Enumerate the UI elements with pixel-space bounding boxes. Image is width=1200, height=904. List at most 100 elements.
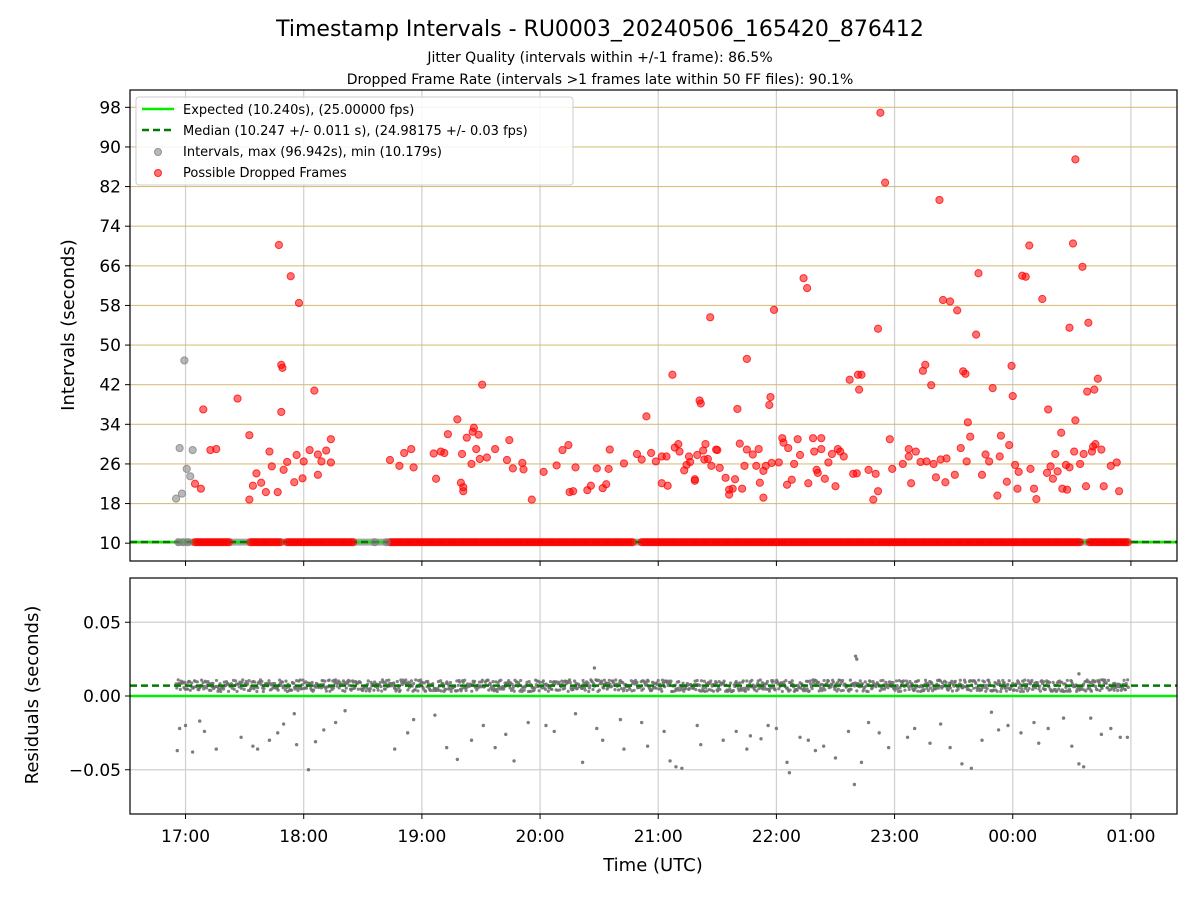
- residual-point: [411, 717, 416, 722]
- residual-point: [798, 735, 802, 739]
- residual-point: [398, 688, 402, 692]
- dropped-frame-point: [721, 473, 730, 482]
- residual-point: [495, 689, 499, 694]
- residual-point: [368, 689, 372, 693]
- residual-point: [347, 683, 351, 687]
- residual-point: [190, 681, 194, 685]
- residual-point: [424, 689, 428, 693]
- dropped-frame-point: [1070, 447, 1079, 456]
- dropped-frame-point: [988, 384, 997, 393]
- residual-point: [284, 679, 288, 683]
- dropped-frame-point: [808, 434, 818, 443]
- residual-point: [780, 689, 784, 693]
- residual-point: [1098, 688, 1102, 693]
- residual-point: [1012, 688, 1016, 692]
- residual-point: [204, 686, 209, 690]
- residual-point: [750, 678, 754, 682]
- residual-point: [969, 689, 973, 693]
- residual-point: [1084, 689, 1088, 693]
- residual-point: [573, 712, 578, 716]
- residual-point: [322, 728, 326, 732]
- dropped-frame-point: [703, 454, 712, 464]
- residual-point: [866, 689, 870, 694]
- dropped-frame-point: [929, 459, 938, 469]
- residual-point: [185, 687, 190, 691]
- x-axis-label: Time (UTC): [602, 855, 703, 876]
- residual-point: [985, 686, 989, 691]
- residual-point: [1081, 765, 1086, 769]
- interval-point: [370, 538, 379, 547]
- residual-point: [182, 680, 187, 684]
- residual-point: [195, 680, 199, 684]
- residual-point: [246, 681, 250, 685]
- residual-point: [901, 679, 906, 683]
- bottom-y-tick-label: −0.05: [69, 761, 121, 781]
- chart-subtitle-dropped: Dropped Frame Rate (intervals >1 frames …: [347, 72, 854, 88]
- residual-point: [980, 738, 984, 742]
- residual-point: [214, 678, 219, 683]
- residual-point: [1023, 678, 1027, 682]
- dropped-frame-point: [985, 457, 994, 466]
- residual-point: [337, 686, 341, 690]
- x-tick-label: 01:00: [1106, 827, 1155, 847]
- residual-point: [743, 689, 748, 693]
- residual-point: [209, 688, 213, 693]
- residual-point: [581, 678, 585, 683]
- residual-point: [980, 686, 984, 690]
- bottom-y-tick-label: 0.00: [83, 687, 121, 707]
- residual-point: [298, 678, 302, 682]
- dropped-frame-point: [873, 324, 883, 333]
- residual-point: [499, 678, 503, 682]
- residual-point: [848, 678, 852, 682]
- residual-point: [808, 679, 812, 683]
- residual-point: [823, 688, 827, 692]
- dropped-frame-point: [950, 470, 959, 479]
- residual-point: [480, 678, 484, 682]
- residual-point: [1004, 686, 1008, 690]
- residual-point: [602, 678, 606, 682]
- residual-point: [846, 729, 851, 734]
- dropped-frame-point: [663, 481, 672, 490]
- residual-point: [261, 689, 265, 694]
- residual-point: [699, 679, 704, 683]
- residual-point: [387, 678, 391, 682]
- residual-point: [448, 680, 453, 685]
- dropped-frame-point: [431, 474, 441, 483]
- residual-point: [784, 679, 788, 683]
- residual-point: [372, 688, 376, 692]
- residual-point: [628, 687, 632, 691]
- dropped-frame-point: [519, 465, 528, 474]
- dropped-frame-point: [921, 360, 930, 369]
- residual-point: [1019, 731, 1023, 735]
- dropped-frame-point: [931, 473, 941, 482]
- dropped-frame-point: [279, 465, 288, 474]
- residual-point: [429, 688, 433, 693]
- residual-point: [618, 717, 623, 722]
- residual-point: [247, 678, 251, 683]
- residual-point: [444, 745, 449, 750]
- interval-point: [171, 494, 181, 503]
- dropped-frame-point: [795, 450, 805, 460]
- residual-point: [267, 679, 271, 683]
- dropped-frame-point: [787, 475, 796, 484]
- residual-point: [1093, 680, 1097, 684]
- dropped-frame-point: [927, 381, 936, 390]
- residual-point: [840, 678, 845, 683]
- residual-point: [449, 689, 453, 693]
- residual-point: [822, 678, 826, 683]
- residual-point: [821, 744, 826, 748]
- dropped-frame-point: [942, 454, 951, 463]
- dropped-frame-point: [1051, 449, 1060, 459]
- dropped-frame-point: [953, 306, 962, 315]
- residual-point: [838, 678, 842, 682]
- residual-point: [677, 680, 681, 684]
- residual-point: [253, 680, 257, 684]
- residual-point: [795, 688, 799, 692]
- residual-point: [984, 689, 988, 693]
- dropped-frame-point: [1065, 323, 1074, 332]
- dropped-frame-point: [674, 440, 683, 449]
- residual-point: [807, 689, 811, 693]
- residual-point: [1100, 686, 1104, 690]
- residual-point: [810, 687, 814, 691]
- dropped-frame-point: [619, 459, 629, 468]
